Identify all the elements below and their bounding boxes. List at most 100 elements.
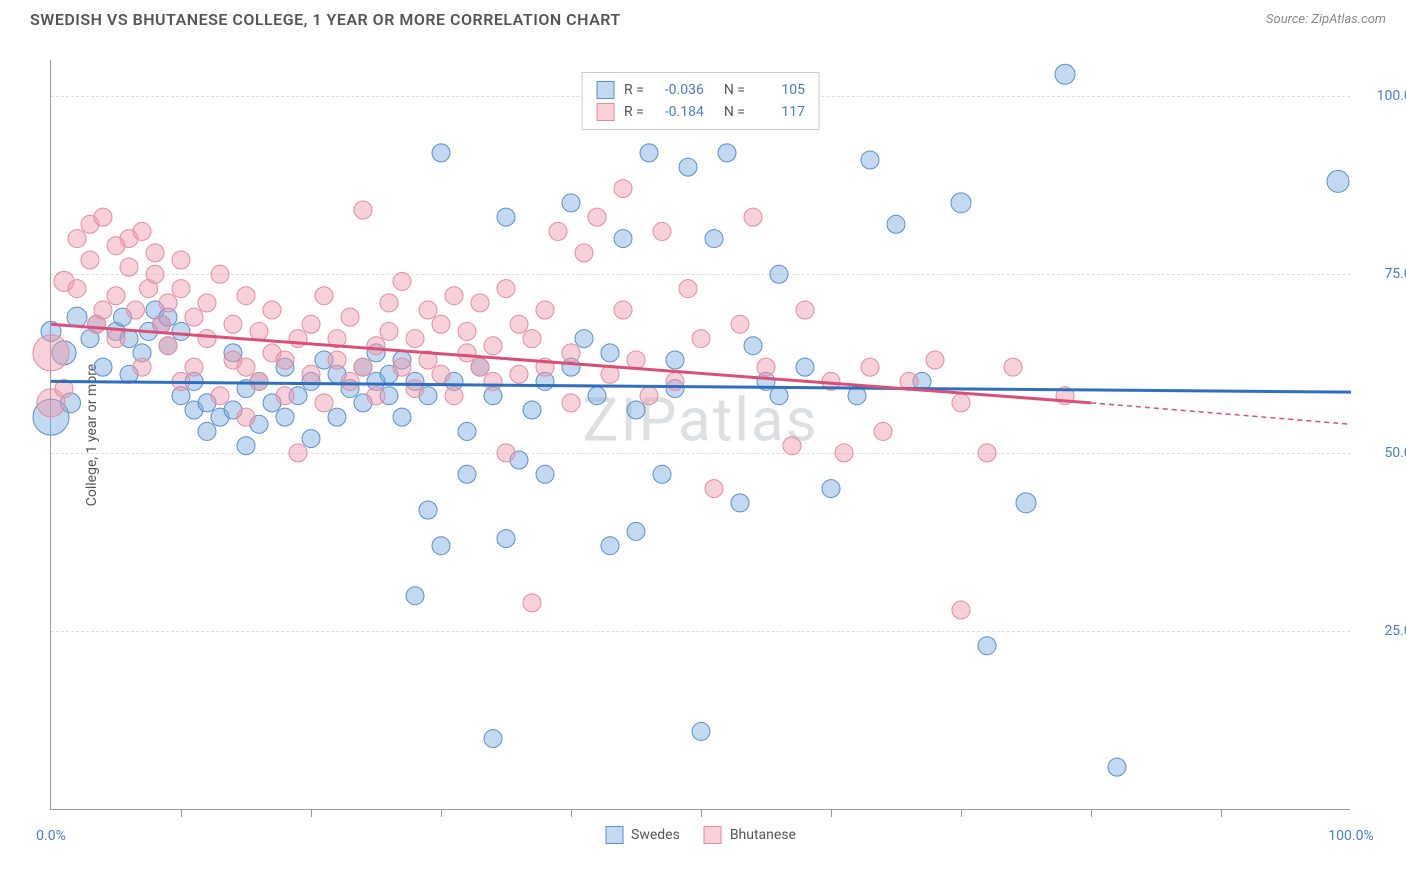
data-point — [185, 358, 203, 376]
data-point — [289, 444, 307, 462]
legend-item: Swedes — [605, 826, 680, 844]
data-point — [94, 301, 112, 319]
data-point — [237, 408, 255, 426]
series-swatch — [596, 81, 614, 99]
data-point — [406, 587, 424, 605]
data-point — [458, 344, 476, 362]
data-point — [250, 322, 268, 340]
data-point — [692, 722, 710, 740]
data-point — [835, 444, 853, 462]
chart-container: College, 1 year or more ZIPatlas R =-0.0… — [50, 50, 1380, 830]
data-point — [302, 315, 320, 333]
series-swatch — [596, 103, 614, 121]
data-point — [822, 480, 840, 498]
data-point — [68, 280, 86, 298]
y-tick-label: 25.0% — [1384, 623, 1406, 639]
data-point — [887, 215, 905, 233]
data-point — [510, 365, 528, 383]
data-point — [523, 594, 541, 612]
data-point — [497, 530, 515, 548]
data-point — [302, 430, 320, 448]
data-point — [614, 301, 632, 319]
data-point — [562, 194, 580, 212]
data-point — [744, 208, 762, 226]
data-point — [367, 337, 385, 355]
data-point — [705, 480, 723, 498]
data-point — [640, 144, 658, 162]
data-point — [627, 401, 645, 419]
data-point — [172, 280, 190, 298]
data-point — [133, 222, 151, 240]
stats-legend-box: R =-0.036N =105R =-0.184N =117 — [581, 72, 820, 130]
data-point — [575, 330, 593, 348]
data-point — [432, 144, 450, 162]
data-point — [705, 230, 723, 248]
x-tick — [961, 809, 962, 817]
data-point — [523, 401, 541, 419]
chart-title: SWEDISH VS BHUTANESE COLLEGE, 1 YEAR OR … — [30, 10, 621, 29]
data-point — [601, 537, 619, 555]
trend-line-extrapolated — [1091, 403, 1351, 424]
legend-swatch — [704, 826, 722, 844]
plot-area: College, 1 year or more ZIPatlas R =-0.0… — [50, 60, 1350, 810]
data-point — [484, 372, 502, 390]
data-point — [653, 222, 671, 240]
x-tick — [1091, 809, 1092, 817]
data-point — [497, 444, 515, 462]
legend-label: Swedes — [631, 827, 680, 843]
stats-row: R =-0.036N =105 — [596, 79, 805, 101]
data-point — [159, 294, 177, 312]
data-point — [497, 280, 515, 298]
data-point — [380, 294, 398, 312]
data-point — [120, 258, 138, 276]
data-point — [432, 537, 450, 555]
data-point — [276, 351, 294, 369]
data-point — [276, 408, 294, 426]
data-point — [458, 322, 476, 340]
data-point — [770, 265, 788, 283]
data-point — [354, 358, 372, 376]
data-point — [406, 330, 424, 348]
x-tick — [831, 809, 832, 817]
data-point — [419, 301, 437, 319]
data-point — [951, 193, 971, 213]
stat-n-value: 117 — [755, 104, 805, 120]
data-point — [796, 358, 814, 376]
data-point — [68, 230, 86, 248]
data-point — [133, 358, 151, 376]
data-point — [1327, 170, 1349, 192]
legend-swatch — [605, 826, 623, 844]
data-point — [744, 337, 762, 355]
stat-r-label: R = — [624, 104, 644, 120]
data-point — [549, 222, 567, 240]
data-point — [107, 287, 125, 305]
legend-item: Bhutanese — [704, 826, 796, 844]
data-point — [510, 315, 528, 333]
data-point — [94, 358, 112, 376]
data-point — [393, 358, 411, 376]
data-point — [978, 637, 996, 655]
data-point — [354, 201, 372, 219]
y-tick-label: 100.0% — [1377, 88, 1406, 104]
data-point — [432, 365, 450, 383]
source-label: Source: ZipAtlas.com — [1266, 12, 1386, 27]
data-point — [211, 387, 229, 405]
data-point — [666, 351, 684, 369]
data-point — [614, 230, 632, 248]
data-point — [484, 730, 502, 748]
data-point — [731, 494, 749, 512]
data-point — [127, 301, 145, 319]
data-point — [588, 387, 606, 405]
data-point — [627, 351, 645, 369]
stat-r-value: -0.184 — [654, 104, 704, 120]
x-tick-label: 0.0% — [36, 828, 66, 844]
data-point — [81, 251, 99, 269]
data-point — [445, 387, 463, 405]
x-tick — [441, 809, 442, 817]
data-point — [497, 208, 515, 226]
data-point — [536, 465, 554, 483]
data-point — [419, 501, 437, 519]
x-tick — [1221, 809, 1222, 817]
data-point — [575, 244, 593, 262]
data-point — [315, 394, 333, 412]
